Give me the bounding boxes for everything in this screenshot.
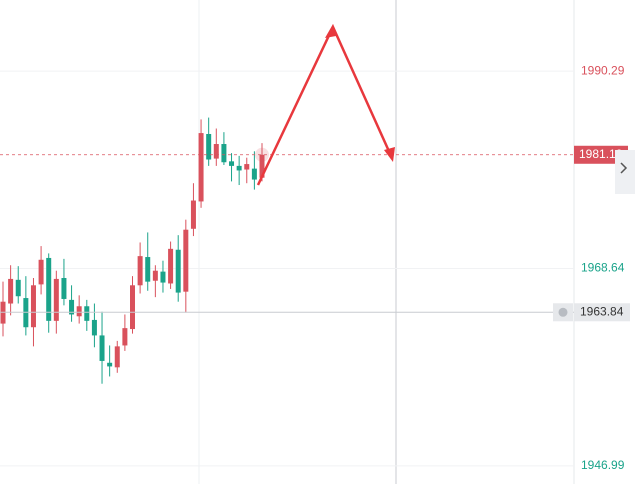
candle-body bbox=[251, 168, 257, 180]
candle-body bbox=[84, 306, 90, 321]
candle-body bbox=[213, 144, 219, 159]
last-price-label: 1981.12 bbox=[579, 147, 623, 161]
candle-body bbox=[198, 133, 204, 202]
candle-body bbox=[130, 285, 135, 330]
candle-body bbox=[61, 278, 67, 299]
candle-body bbox=[229, 161, 235, 166]
candle-body bbox=[53, 278, 59, 321]
price-axis: 1990.29 1968.64 1946.99 1981.12 1963.84 bbox=[553, 63, 630, 472]
candle-body bbox=[15, 279, 21, 297]
candle-body bbox=[160, 271, 166, 283]
candle-body bbox=[221, 144, 227, 163]
candle-body bbox=[38, 259, 44, 285]
arrow-head bbox=[384, 147, 395, 162]
arrow-head bbox=[325, 24, 336, 38]
candle-body bbox=[236, 165, 242, 171]
candle-body bbox=[8, 278, 14, 304]
candle-body bbox=[206, 133, 212, 160]
expand-tab[interactable] bbox=[615, 150, 635, 194]
candle-body bbox=[145, 257, 151, 282]
candle-body bbox=[46, 257, 52, 321]
expand-icon bbox=[620, 162, 628, 174]
candle-body bbox=[152, 270, 158, 281]
candle-body bbox=[114, 346, 120, 368]
last-price-box bbox=[574, 145, 628, 164]
candle-body bbox=[259, 154, 265, 178]
candle-body bbox=[175, 249, 181, 293]
crosshair-price-box bbox=[574, 303, 630, 322]
bell-icon bbox=[558, 307, 568, 317]
drawing-arrows bbox=[256, 24, 395, 186]
candle-body bbox=[190, 200, 196, 229]
y-tick-label: 1990.29 bbox=[581, 63, 625, 77]
candle-body bbox=[107, 362, 113, 367]
last-price-glow bbox=[255, 147, 269, 162]
candle-body bbox=[91, 319, 97, 336]
candle-body bbox=[30, 285, 36, 328]
candle-body bbox=[244, 164, 250, 170]
crosshair-price-label: 1963.84 bbox=[580, 304, 624, 318]
candle-body bbox=[69, 299, 75, 315]
candle-body bbox=[99, 335, 105, 361]
plot bbox=[0, 70, 574, 467]
candle-body bbox=[137, 256, 143, 286]
candle-body bbox=[168, 248, 174, 284]
candle-body bbox=[76, 306, 82, 317]
y-tick-label: 1968.64 bbox=[581, 261, 625, 275]
y-tick-label: 1946.99 bbox=[581, 458, 625, 472]
candle-body bbox=[183, 229, 189, 292]
candle-body bbox=[122, 328, 128, 346]
arrow-path bbox=[256, 24, 394, 186]
